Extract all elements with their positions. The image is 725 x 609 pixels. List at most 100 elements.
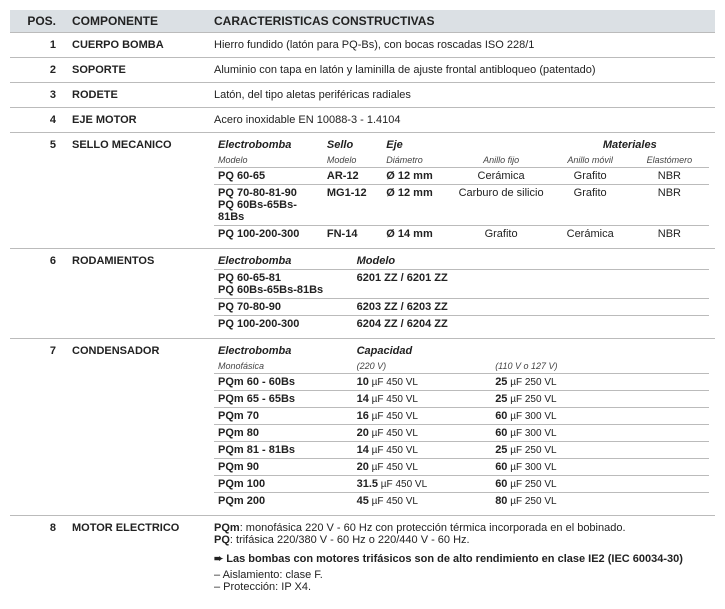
c1c1: 14 µF 450 VL (353, 391, 492, 408)
sello-r2: PQ 100-200-300 FN-14 Ø 14 mm Grafito Cer… (214, 226, 709, 243)
c4c2: 25 µF 250 VL (491, 442, 709, 459)
ssh-b: Modelo (323, 153, 382, 168)
r6m2: PQ 100-200-300 (214, 316, 353, 333)
sh-a: Electrobomba (214, 139, 323, 153)
r6m1: PQ 70-80-90 (214, 299, 353, 316)
rh-b: Modelo (353, 255, 709, 270)
c1c2: 25 µF 250 VL (491, 391, 709, 408)
ch-a: Electrobomba (214, 345, 353, 359)
hdr-comp: COMPONENTE (66, 10, 208, 33)
cond-r7: PQm 20045 µF 450 VL80 µF 250 VL (214, 493, 709, 510)
s1af: Carburo de silicio (452, 185, 551, 226)
cond-subhead: Monofásica (220 V) (110 V o 127 V) (214, 359, 709, 374)
rodam-head: Electrobomba Modelo (214, 255, 709, 270)
cond-r3: PQm 8020 µF 450 VL60 µF 300 VL (214, 425, 709, 442)
hdr-pos: POS. (10, 10, 66, 33)
ssh-a: Modelo (214, 153, 323, 168)
s0d: Ø 12 mm (382, 168, 451, 185)
motor-l3: Las bombas con motores trifásicos son de… (214, 552, 709, 565)
r6m0: PQ 60-65-81PQ 60Bs-65Bs-81Bs (214, 270, 353, 299)
hdr-car: CARACTERISTICAS CONSTRUCTIVAS (208, 10, 715, 33)
s2s: FN-14 (323, 226, 382, 243)
c0c1: 10 µF 450 VL (353, 374, 492, 391)
text-3: Latón, del tipo aletas periféricas radia… (208, 83, 715, 108)
pos-2: 2 (10, 58, 66, 83)
c4m: PQm 81 - 81Bs (214, 442, 353, 459)
ssh-c: Diámetro (382, 153, 451, 168)
s2am: Cerámica (551, 226, 630, 243)
s1s: MG1-12 (323, 185, 382, 226)
cond-table: Electrobomba Capacidad Monofásica (220 V… (214, 345, 709, 509)
pos-1: 1 (10, 33, 66, 58)
comp-3: RODETE (66, 83, 208, 108)
rodam-r2: PQ 100-200-300 6204 ZZ / 6204 ZZ (214, 316, 709, 333)
c2m: PQm 70 (214, 408, 353, 425)
c3c1: 20 µF 450 VL (353, 425, 492, 442)
content-8: PQm: monofásica 220 V - 60 Hz con protec… (208, 516, 715, 600)
sello-r1: PQ 70-80-81-90PQ 60Bs-65Bs-81Bs MG1-12 Ø… (214, 185, 709, 226)
c7m: PQm 200 (214, 493, 353, 510)
s1am: Grafito (551, 185, 630, 226)
row-4: 4 EJE MOTOR Acero inoxidable EN 10088-3 … (10, 108, 715, 133)
c6m: PQm 100 (214, 476, 353, 493)
sh-b: Sello (323, 139, 382, 153)
spec-table: POS. COMPONENTE CARACTERISTICAS CONSTRUC… (10, 10, 715, 599)
comp-5: SELLO MECANICO (66, 133, 208, 249)
rodam-r0: PQ 60-65-81PQ 60Bs-65Bs-81Bs 6201 ZZ / 6… (214, 270, 709, 299)
content-5: Electrobomba Sello Eje Materiales Modelo… (208, 133, 715, 249)
comp-1: CUERPO BOMBA (66, 33, 208, 58)
sh-d: Materiales (551, 139, 709, 153)
row-8: 8 MOTOR ELECTRICO PQm: monofásica 220 V … (10, 516, 715, 600)
comp-2: SOPORTE (66, 58, 208, 83)
s2d: Ø 14 mm (382, 226, 451, 243)
c5c2: 60 µF 300 VL (491, 459, 709, 476)
pos-4: 4 (10, 108, 66, 133)
sh-c: Eje (382, 139, 451, 153)
c3c2: 60 µF 300 VL (491, 425, 709, 442)
motor-l4: – Aislamiento: clase F. (214, 569, 709, 581)
s1el: NBR (630, 185, 709, 226)
cond-r2: PQm 7016 µF 450 VL60 µF 300 VL (214, 408, 709, 425)
c2c1: 16 µF 450 VL (353, 408, 492, 425)
csh-a: Monofásica (214, 359, 353, 374)
row-2: 2 SOPORTE Aluminio con tapa en latón y l… (10, 58, 715, 83)
row-1: 1 CUERPO BOMBA Hierro fundido (latón par… (10, 33, 715, 58)
c1m: PQm 65 - 65Bs (214, 391, 353, 408)
s2m: PQ 100-200-300 (214, 226, 323, 243)
s0el: NBR (630, 168, 709, 185)
cond-r4: PQm 81 - 81Bs14 µF 450 VL25 µF 250 VL (214, 442, 709, 459)
sello-r0: PQ 60-65 AR-12 Ø 12 mm Cerámica Grafito … (214, 168, 709, 185)
s1d: Ø 12 mm (382, 185, 451, 226)
sello-head: Electrobomba Sello Eje Materiales (214, 139, 709, 153)
s0af: Cerámica (452, 168, 551, 185)
motor-l5: – Protección: IP X4. (214, 581, 709, 593)
c2c2: 60 µF 300 VL (491, 408, 709, 425)
pos-3: 3 (10, 83, 66, 108)
c6c1: 31.5 µF 450 VL (353, 476, 492, 493)
s1m: PQ 70-80-81-90PQ 60Bs-65Bs-81Bs (214, 185, 323, 226)
text-1: Hierro fundido (latón para PQ-Bs), con b… (208, 33, 715, 58)
comp-8: MOTOR ELECTRICO (66, 516, 208, 600)
c5c1: 20 µF 450 VL (353, 459, 492, 476)
sello-subhead: Modelo Modelo Diámetro Anillo fijo Anill… (214, 153, 709, 168)
c7c1: 45 µF 450 VL (353, 493, 492, 510)
text-2: Aluminio con tapa en latón y laminilla d… (208, 58, 715, 83)
csh-c: (110 V o 127 V) (491, 359, 709, 374)
c0c2: 25 µF 250 VL (491, 374, 709, 391)
pos-5: 5 (10, 133, 66, 249)
row-3: 3 RODETE Latón, del tipo aletas periféri… (10, 83, 715, 108)
ch-b: Capacidad (353, 345, 709, 359)
comp-4: EJE MOTOR (66, 108, 208, 133)
pos-8: 8 (10, 516, 66, 600)
s2el: NBR (630, 226, 709, 243)
motor-l2: PQ: trifásica 220/380 V - 60 Hz o 220/44… (214, 534, 709, 546)
c5m: PQm 90 (214, 459, 353, 476)
cond-r5: PQm 9020 µF 450 VL60 µF 300 VL (214, 459, 709, 476)
c0m: PQm 60 - 60Bs (214, 374, 353, 391)
rodam-table: Electrobomba Modelo PQ 60-65-81PQ 60Bs-6… (214, 255, 709, 332)
c6c2: 60 µF 250 VL (491, 476, 709, 493)
row-7: 7 CONDENSADOR Electrobomba Capacidad Mon… (10, 339, 715, 516)
content-7: Electrobomba Capacidad Monofásica (220 V… (208, 339, 715, 516)
c4c1: 14 µF 450 VL (353, 442, 492, 459)
ssh-f: Elastómero (630, 153, 709, 168)
